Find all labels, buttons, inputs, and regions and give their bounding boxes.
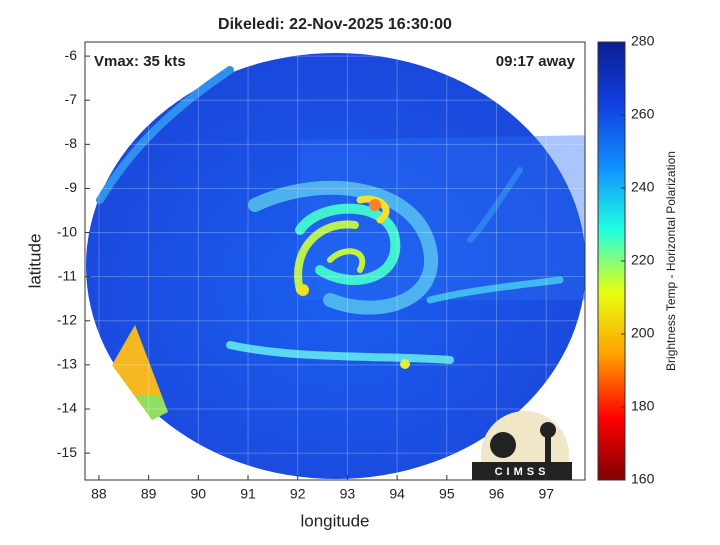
y-tick-label: -9 [65,179,78,195]
plot-frame [84,41,586,481]
x-tick-label: 93 [340,486,356,502]
chart-title: Dikeledi: 22-Nov-2025 16:30:00 [218,16,452,33]
x-tick-label: 96 [489,486,505,502]
annotation: 09:17 away [496,53,576,70]
x-tick-label: 92 [290,486,306,502]
y-tick-label: -14 [57,400,77,416]
colorbar-tick-label: 280 [631,33,655,49]
colorbar-label: Brightness Temp - Horizontal Polarizatio… [664,151,678,371]
x-tick-label: 95 [439,486,455,502]
colorbar-tick-label: 260 [631,106,655,122]
x-tick-label: 97 [538,486,554,502]
logo-text: CIMSS [495,466,550,478]
colorbar [597,41,626,481]
colorbar-tick-label: 240 [631,179,655,195]
y-tick-label: -13 [57,356,77,372]
y-axis-label: latitude [25,234,44,289]
colorbar-tick-label: 220 [631,252,655,268]
colorbar-tick-label: 180 [631,398,655,414]
x-tick-label: 91 [240,486,256,502]
colorbar-tick-label: 160 [631,471,655,487]
y-tick-label: -10 [57,223,77,239]
y-tick-label: -15 [57,444,77,460]
annotation: Vmax: 35 kts [94,53,186,70]
y-tick-label: -6 [65,47,78,63]
y-tick-label: -11 [58,267,77,283]
x-tick-label: 94 [389,486,405,502]
y-tick-label: -8 [65,135,78,151]
satellite-image [86,53,585,479]
y-tick-label: -7 [65,91,78,107]
x-axis-label: longitude [300,511,369,530]
x-tick-label: 88 [91,486,107,502]
colorbar-tick-label: 200 [631,325,655,341]
y-tick-label: -12 [57,311,77,327]
x-tick-label: 90 [191,486,207,502]
x-tick-label: 89 [141,486,157,502]
